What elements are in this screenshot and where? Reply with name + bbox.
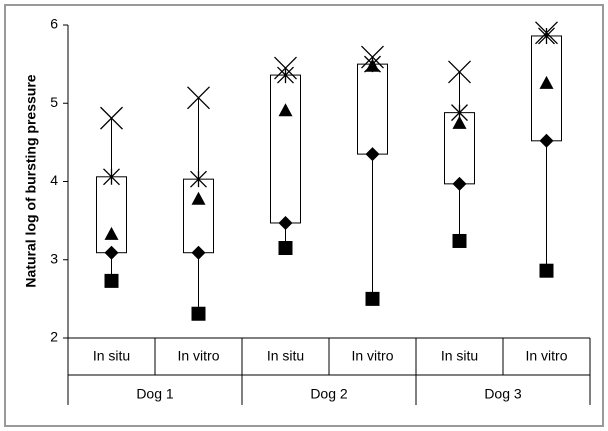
min-marker xyxy=(365,291,380,306)
min-marker xyxy=(452,233,467,248)
q3-marker xyxy=(277,66,294,84)
q3-marker xyxy=(103,168,120,186)
q3-marker xyxy=(190,170,207,188)
x-tick-label: In situ xyxy=(93,348,130,364)
mean-marker xyxy=(452,115,467,129)
median-marker xyxy=(191,245,206,260)
x-tick-label: In situ xyxy=(441,348,478,364)
group-label: Dog 1 xyxy=(136,386,174,402)
mean-marker xyxy=(539,75,554,89)
group-label: Dog 2 xyxy=(310,386,348,402)
box xyxy=(183,178,214,254)
y-tick-label: 4 xyxy=(50,172,58,188)
max-marker xyxy=(187,86,210,110)
min-marker xyxy=(104,273,119,288)
max-marker xyxy=(448,60,471,84)
x-tick-label: In vitro xyxy=(177,348,219,364)
group-label: Dog 3 xyxy=(484,386,522,402)
min-marker xyxy=(278,241,293,256)
median-marker xyxy=(104,245,119,260)
x-tick-label: In situ xyxy=(267,348,304,364)
median-marker xyxy=(539,133,554,148)
x-tick-label: In vitro xyxy=(525,348,567,364)
box xyxy=(96,176,127,254)
mean-marker xyxy=(191,191,206,205)
median-marker xyxy=(278,215,293,230)
median-marker xyxy=(452,176,467,191)
median-marker xyxy=(365,147,380,162)
min-marker xyxy=(191,306,206,321)
y-axis-label: Natural log of bursting pressure xyxy=(23,74,39,287)
q3-marker xyxy=(538,27,555,45)
min-marker xyxy=(539,263,554,278)
y-tick-label: 6 xyxy=(50,16,58,32)
mean-marker xyxy=(278,103,293,117)
box xyxy=(270,74,301,224)
box xyxy=(357,63,388,155)
mean-marker xyxy=(104,226,119,240)
y-tick-label: 5 xyxy=(50,94,58,110)
max-marker xyxy=(100,106,123,130)
x-tick-label: In vitro xyxy=(351,348,393,364)
y-tick-label: 2 xyxy=(50,329,58,345)
mean-marker xyxy=(365,58,380,72)
y-tick-label: 3 xyxy=(50,250,58,266)
